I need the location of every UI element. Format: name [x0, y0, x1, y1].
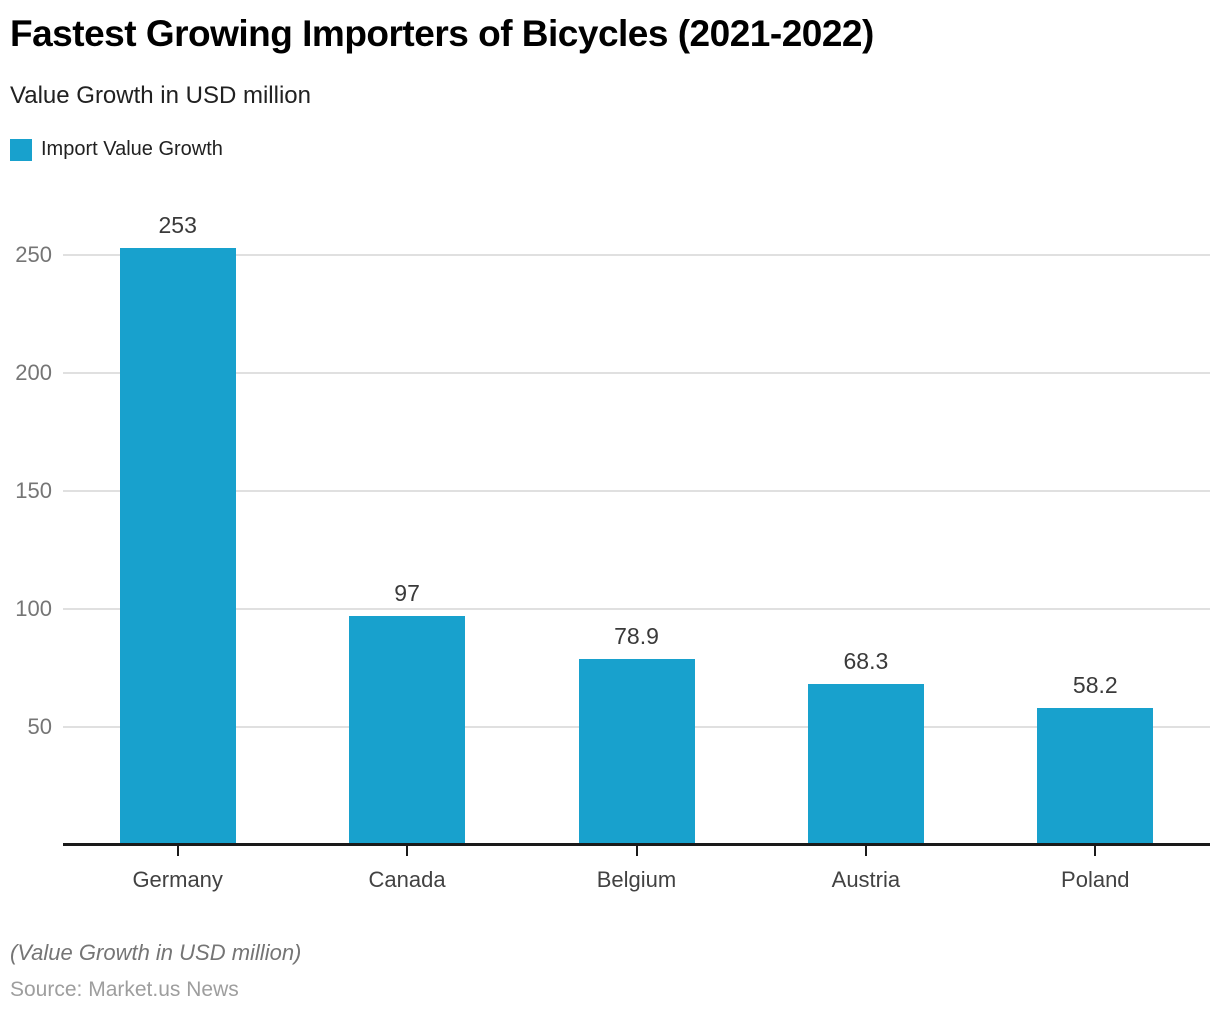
bar-value-label-belgium: 78.9: [614, 622, 659, 649]
y-tick-label-50: 50: [27, 714, 52, 739]
chart-subtitle: Value Growth in USD million: [10, 82, 311, 109]
x-axis-tick-poland: [1094, 846, 1097, 856]
gridline-200: [63, 372, 1210, 374]
x-axis-tick-austria: [864, 846, 867, 856]
y-tick-label-150: 150: [15, 478, 52, 503]
bar-germany[interactable]: [119, 247, 236, 845]
bar-value-label-canada: 97: [394, 580, 420, 607]
gridline-250: [63, 254, 1210, 256]
bar-canada[interactable]: [349, 616, 466, 845]
bar-austria[interactable]: [807, 683, 924, 845]
x-category-label-poland: Poland: [1061, 867, 1130, 892]
footnote: (Value Growth in USD million): [10, 940, 302, 965]
y-tick-label-100: 100: [15, 596, 52, 621]
x-category-label-austria: Austria: [831, 867, 901, 892]
legend-label: Import Value Growth: [41, 138, 223, 160]
x-axis-tick-germany: [176, 846, 179, 856]
source-credit: Source: Market.us News: [10, 978, 239, 1001]
legend-swatch-icon: [10, 138, 32, 161]
x-axis-tick-belgium: [635, 846, 638, 856]
gridline-150: [63, 490, 1210, 492]
x-category-label-canada: Canada: [368, 867, 446, 892]
y-tick-label-250: 250: [15, 242, 52, 267]
x-category-label-germany: Germany: [132, 867, 223, 892]
bar-belgium[interactable]: [578, 658, 695, 845]
bar-value-label-germany: 253: [158, 211, 197, 238]
bar-poland[interactable]: [1037, 707, 1154, 845]
x-axis-line: [63, 843, 1210, 846]
x-category-label-belgium: Belgium: [596, 867, 677, 892]
y-tick-label-200: 200: [15, 360, 52, 385]
chart-title: Fastest Growing Importers of Bicycles (2…: [10, 13, 874, 54]
x-axis-tick-canada: [406, 846, 409, 856]
bar-value-label-poland: 58.2: [1072, 671, 1118, 698]
bar-value-label-austria: 68.3: [843, 647, 889, 674]
legend-item[interactable]: Import Value Growth: [10, 138, 223, 161]
gridline-100: [63, 608, 1210, 610]
